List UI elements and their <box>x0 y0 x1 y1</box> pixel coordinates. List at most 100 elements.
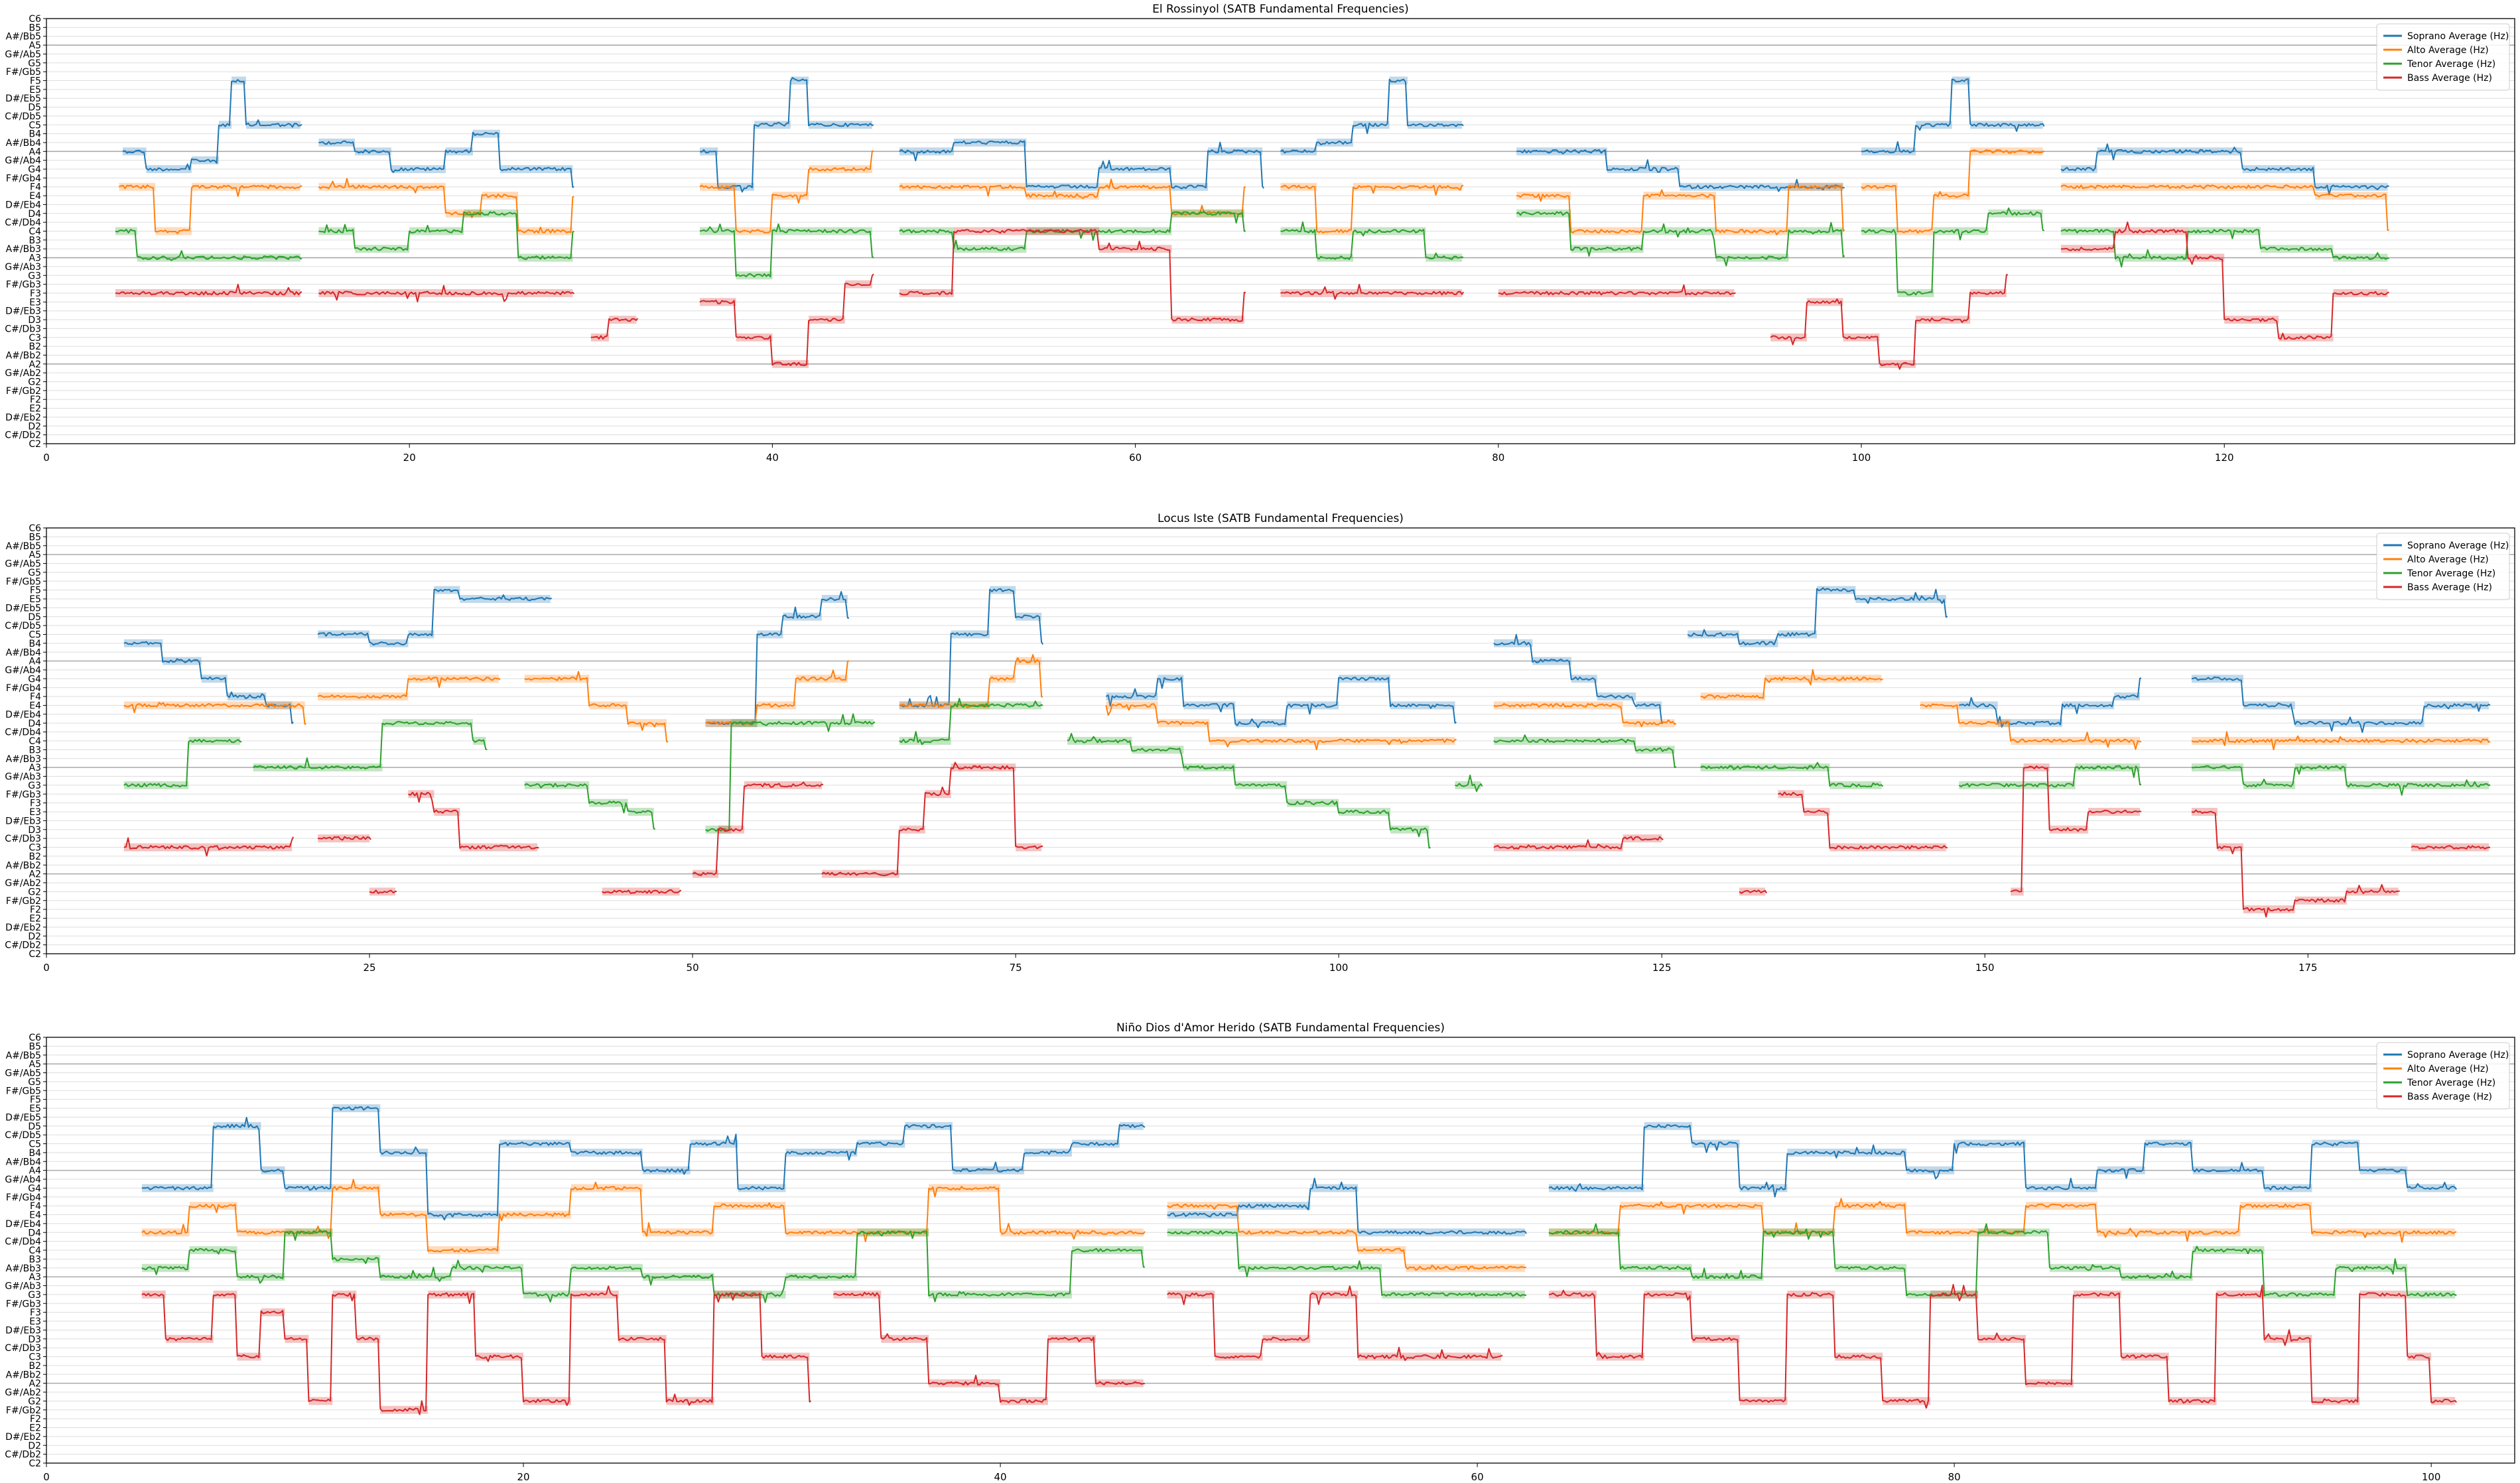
note-average-band <box>699 182 736 191</box>
pitch-trace <box>1105 703 1457 750</box>
series-soprano <box>122 76 2389 195</box>
y-tick-label: A4 <box>29 1166 42 1177</box>
note-average-band <box>736 271 773 280</box>
y-tick-label: B3 <box>29 745 41 755</box>
y-tick-label: F#/Gb3 <box>6 280 41 290</box>
y-tick-label: B5 <box>29 532 41 543</box>
y-tick-label: D3 <box>28 315 41 326</box>
note-average-band <box>210 253 301 262</box>
y-tick-label: A5 <box>29 1059 41 1070</box>
y-tick-label: C#/Db4 <box>5 728 41 738</box>
note-average-band <box>1310 1263 1382 1272</box>
pitch-trace <box>2191 731 2491 751</box>
note-average-band <box>1280 182 1317 191</box>
note-average-band <box>511 595 551 603</box>
note-average-band <box>115 227 137 235</box>
series-tenor <box>123 698 2491 849</box>
series-tenor <box>141 1223 2457 1303</box>
note-average-band <box>699 298 736 306</box>
y-tick-label: A#/Bb3 <box>6 244 41 255</box>
note-average-band <box>2170 147 2243 156</box>
pitch-trace <box>1167 1203 1527 1271</box>
note-average-band <box>2264 1290 2336 1299</box>
note-average-band <box>1287 799 1339 807</box>
y-tick-label: D#/Eb4 <box>5 710 41 720</box>
y-tick-label: D#/Eb5 <box>5 1112 41 1123</box>
y-tick-label: A#/Bb2 <box>6 1370 41 1380</box>
y-tick-label: G#/Ab5 <box>5 49 41 60</box>
y-tick-label: E5 <box>29 1104 41 1114</box>
note-average-band <box>783 781 822 789</box>
pitch-trace <box>253 720 488 770</box>
note-average-band <box>2088 808 2141 816</box>
note-average-band <box>2264 1334 2312 1343</box>
note-average-band <box>2294 763 2347 772</box>
legend-label-alto: Alto Average (Hz) <box>2407 1064 2489 1074</box>
pitch-trace <box>1516 211 1845 267</box>
pitch-trace <box>318 131 574 188</box>
x-tick-label: 100 <box>2422 1471 2441 1483</box>
legend-label-soprano: Soprano Average (Hz) <box>2407 31 2509 42</box>
legend-label-tenor: Tenor Average (Hz) <box>2407 568 2495 579</box>
pitch-trace <box>1280 221 1464 260</box>
y-tick-label: G3 <box>28 271 41 281</box>
pitch-trace <box>699 223 874 278</box>
y-tick-label: G#/Ab3 <box>5 1281 41 1292</box>
pitch-trace <box>318 211 574 260</box>
x-tick-label: 100 <box>1329 962 1349 974</box>
note-average-band <box>1959 701 1998 710</box>
note-average-band <box>2115 253 2188 262</box>
pitch-trace <box>899 698 1043 745</box>
pitch-trace <box>899 229 1246 322</box>
pitch-trace <box>1958 765 2142 788</box>
note-average-band <box>421 719 473 728</box>
note-average-band <box>1970 289 2007 297</box>
y-tick-label: D5 <box>28 103 41 113</box>
pitch-trace <box>318 836 371 841</box>
legend-label-alto: Alto Average (Hz) <box>2407 45 2489 56</box>
x-tick-label: 125 <box>1652 962 1672 974</box>
series-bass <box>115 222 2389 370</box>
y-tick-label: B5 <box>29 23 41 33</box>
note-average-band <box>499 1139 571 1148</box>
note-average-band <box>318 763 357 772</box>
y-tick-label: C#/Db2 <box>5 1450 41 1460</box>
note-average-band <box>218 121 232 129</box>
pitch-trace <box>317 588 553 646</box>
note-average-band <box>472 737 486 745</box>
y-tick-label: C5 <box>29 1139 41 1150</box>
pitch-trace <box>1700 669 1883 699</box>
y-tick-label: F#/Gb5 <box>6 1086 41 1096</box>
note-average-band <box>498 843 538 852</box>
x-tick-label: 80 <box>1492 452 1504 464</box>
y-tick-label: B5 <box>29 1041 41 1052</box>
y-tick-label: B2 <box>29 342 41 352</box>
y-tick-label: G#/Ab5 <box>5 559 41 570</box>
pitch-trace <box>1548 1283 2457 1409</box>
note-average-band <box>2411 843 2489 852</box>
pitch-trace <box>2191 765 2491 796</box>
y-tick-label: G3 <box>28 1290 41 1301</box>
pitch-trace <box>1493 703 1677 728</box>
pitch-trace <box>115 283 302 296</box>
y-tick-label: D2 <box>28 1441 41 1451</box>
pitch-trace <box>1687 587 1948 646</box>
note-average-band <box>1171 209 1244 218</box>
y-tick-label: A5 <box>29 40 41 51</box>
note-average-band <box>2060 245 2116 253</box>
legend-label-bass: Bass Average (Hz) <box>2407 73 2492 84</box>
legend-label-tenor: Tenor Average (Hz) <box>2407 59 2495 70</box>
note-average-band <box>1262 1334 1311 1343</box>
y-tick-label: B4 <box>29 1148 41 1159</box>
note-average-band <box>1353 227 1426 235</box>
note-average-band <box>821 595 848 603</box>
note-average-band <box>2151 182 2225 191</box>
chart-panel-el-rossinyol: C2C#/Db2D2D#/Eb2E2F2F#/Gb2G2G#/Ab2A2A#/B… <box>5 3 2515 464</box>
note-average-band <box>355 147 391 156</box>
x-tick-label: 0 <box>43 962 50 974</box>
pitch-trace <box>899 588 1043 708</box>
note-average-band <box>1493 843 1571 852</box>
pitch-trace <box>1167 1285 1503 1361</box>
y-tick-label: A#/Bb3 <box>6 1263 41 1274</box>
